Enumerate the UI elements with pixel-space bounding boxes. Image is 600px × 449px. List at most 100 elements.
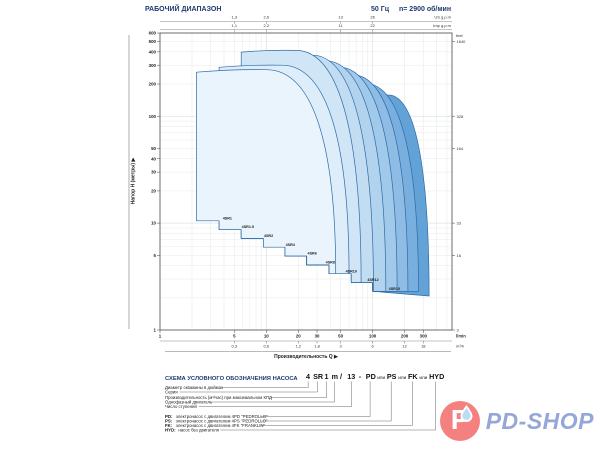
svg-text:20: 20 bbox=[151, 189, 156, 194]
svg-text:5: 5 bbox=[154, 253, 157, 258]
motor-code-0: PD: bbox=[165, 414, 173, 419]
svg-text:164: 164 bbox=[457, 146, 464, 151]
series-label-4SR1: 4SR1 bbox=[223, 216, 232, 220]
svg-text:50: 50 bbox=[151, 146, 156, 151]
x-axis-unit-secondary: m³/h bbox=[456, 344, 464, 349]
series-label-4SR2: 4SR2 bbox=[264, 234, 273, 238]
motor-row-3: насос без двигателя bbox=[178, 428, 219, 433]
svg-text:10: 10 bbox=[151, 221, 156, 226]
svg-text:1,2: 1,2 bbox=[296, 344, 302, 349]
svg-text:1,1: 1,1 bbox=[232, 23, 238, 28]
page-title: РАБОЧИЙ ДИАПАЗОН bbox=[145, 4, 221, 13]
code-token-12: HYD bbox=[429, 372, 444, 381]
code-token-7: или bbox=[377, 375, 385, 380]
svg-text:6: 6 bbox=[371, 344, 374, 349]
y-axis-title: Напор H (метры) ▶ bbox=[131, 157, 137, 205]
svg-text:328: 328 bbox=[457, 114, 464, 119]
code-token-10: FK bbox=[408, 372, 418, 381]
code-token-11: или bbox=[419, 375, 427, 380]
motor-code-2: FK: bbox=[165, 423, 173, 428]
motor-row-0: электронасос с двигателем 4PD "PEDROLLO" bbox=[176, 414, 268, 419]
svg-text:500: 500 bbox=[149, 39, 157, 44]
svg-text:1: 1 bbox=[154, 328, 157, 333]
motor-code-1: PS: bbox=[165, 419, 173, 424]
param-row-4: Число ступеней bbox=[165, 404, 197, 409]
plot-border bbox=[159, 32, 453, 331]
x-axis-title: Производительность Q ▶ bbox=[274, 354, 339, 360]
speed-label: n= 2900 об/мин bbox=[399, 5, 451, 13]
code-token-5: - bbox=[359, 372, 362, 381]
logo-text: PD-SHOP bbox=[485, 407, 594, 434]
svg-text:2,6: 2,6 bbox=[264, 15, 270, 20]
svg-text:200: 200 bbox=[149, 82, 157, 87]
param-row-3: Однофазный двигатель bbox=[165, 400, 213, 405]
top-axis-unit-0: US g.p.m bbox=[434, 15, 451, 20]
motor-row-2: электронасос с двигателем 4FK "FRANKLIN" bbox=[176, 423, 266, 428]
frequency-label: 50 Гц bbox=[371, 6, 390, 13]
param-row-2: Производительность (м³/час) при максимал… bbox=[165, 395, 272, 400]
svg-text:1640: 1640 bbox=[457, 39, 467, 44]
code-token-3: m / bbox=[332, 372, 342, 381]
svg-text:11: 11 bbox=[339, 23, 344, 28]
chart-plot-area: 4SR1 4SR1.5 4SR2 4SR4 4SR6 4SR8 4SR10 4SR12 4SR1… bbox=[128, 15, 467, 360]
svg-text:16: 16 bbox=[457, 253, 462, 258]
svg-text:300: 300 bbox=[420, 334, 428, 339]
svg-text:0,3: 0,3 bbox=[232, 344, 238, 349]
svg-text:13: 13 bbox=[338, 15, 343, 20]
svg-text:30: 30 bbox=[315, 334, 320, 339]
working-range-chart: РАБОЧИЙ ДИАПАЗОН 50 Гц n= 2900 об/мин 4S… bbox=[128, 4, 467, 360]
series-label-4SR12: 4SR12 bbox=[367, 278, 378, 282]
svg-text:5: 5 bbox=[233, 334, 236, 339]
svg-text:12: 12 bbox=[402, 344, 407, 349]
svg-text:26: 26 bbox=[370, 15, 375, 20]
svg-text:30: 30 bbox=[151, 170, 156, 175]
series-label-4SR1.5: 4SR1.5 bbox=[242, 225, 254, 229]
svg-text:600: 600 bbox=[149, 31, 157, 36]
svg-text:22: 22 bbox=[370, 23, 375, 28]
code-token-4: 13 bbox=[347, 372, 355, 381]
svg-text:3: 3 bbox=[339, 344, 342, 349]
series-label-4SR15: 4SR15 bbox=[389, 287, 400, 291]
param-row-0: Диаметр скважины в дюймах bbox=[165, 385, 224, 390]
svg-text:100: 100 bbox=[369, 334, 377, 339]
code-token-0: 4 bbox=[306, 372, 310, 381]
svg-text:20: 20 bbox=[296, 334, 301, 339]
logo-p-icon: P bbox=[439, 401, 480, 441]
x-axis-unit-primary: l/min bbox=[456, 334, 466, 339]
svg-text:300: 300 bbox=[149, 63, 157, 68]
pump-designation-diagram: СХЕМА УСЛОВНОГО ОБОЗНАЧЕНИЯ НАСОСА 4 SR 1 m… bbox=[165, 372, 444, 433]
svg-text:400: 400 bbox=[149, 49, 157, 54]
series-label-4SR6: 4SR6 bbox=[308, 252, 317, 256]
svg-text:2,2: 2,2 bbox=[264, 23, 270, 28]
svg-text:200: 200 bbox=[401, 334, 409, 339]
svg-text:3: 3 bbox=[457, 328, 460, 333]
svg-text:33: 33 bbox=[457, 221, 462, 226]
svg-text:10: 10 bbox=[264, 334, 269, 339]
code-token-6: PD bbox=[366, 372, 376, 381]
series-label-4SR8: 4SR8 bbox=[326, 261, 335, 265]
envelope-4SR1 bbox=[196, 69, 337, 275]
motor-code-3: HYD: bbox=[165, 428, 176, 433]
svg-text:0,6: 0,6 bbox=[264, 344, 270, 349]
code-token-1: SR bbox=[313, 372, 324, 381]
water-drop-icon bbox=[460, 405, 473, 422]
motor-row-1: электронасос с двигателем 4PS "PEDROLLO" bbox=[176, 419, 268, 424]
svg-text:50: 50 bbox=[338, 334, 343, 339]
code-token-9: или bbox=[398, 375, 406, 380]
series-label-4SR10: 4SR10 bbox=[346, 269, 357, 273]
svg-text:1,3: 1,3 bbox=[232, 15, 238, 20]
svg-text:40: 40 bbox=[151, 156, 156, 161]
pump-envelopes bbox=[196, 49, 430, 297]
svg-text:1,8: 1,8 bbox=[314, 344, 320, 349]
svg-text:100: 100 bbox=[149, 114, 157, 119]
param-row-1: Серия bbox=[165, 390, 178, 395]
code-token-2: 1 bbox=[325, 372, 329, 381]
pdshop-logo: P PD-SHOP bbox=[439, 401, 594, 441]
right-axis-unit: feet bbox=[456, 33, 464, 38]
code-token-8: PS bbox=[387, 372, 397, 381]
top-axis-unit-1: Imp g.p.m bbox=[433, 23, 451, 28]
designation-title: СХЕМА УСЛОВНОГО ОБОЗНАЧЕНИЯ НАСОСА bbox=[165, 376, 298, 382]
series-label-4SR4: 4SR4 bbox=[286, 243, 296, 247]
